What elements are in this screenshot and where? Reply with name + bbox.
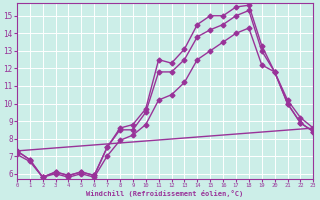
X-axis label: Windchill (Refroidissement éolien,°C): Windchill (Refroidissement éolien,°C): [86, 190, 244, 197]
